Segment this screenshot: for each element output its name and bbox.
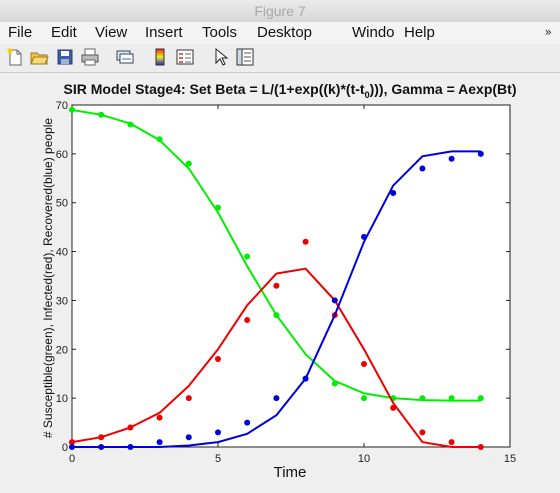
x-axis-label: Time xyxy=(274,464,307,481)
susceptible-data-point xyxy=(185,160,192,167)
figure-canvas: 0 5 10 15 0 10 20 30 40 50 60 70 SIR Model Stage4: … xyxy=(0,73,560,493)
y-tick-label: 70 xyxy=(56,100,68,112)
recovered-data-point xyxy=(185,434,192,441)
menu-tools[interactable]: Tools xyxy=(202,24,238,41)
infected-data-point xyxy=(390,404,397,411)
infected-data-point xyxy=(98,434,105,441)
recovered-fit-line xyxy=(72,150,481,448)
chart-title: SIR Model Stage4: Set Beta = L/(1+exp((k… xyxy=(64,81,517,100)
y-tick-label: 30 xyxy=(56,295,68,307)
recovered-data-point xyxy=(127,444,134,450)
menu-overflow-chevron-icon[interactable]: » xyxy=(544,25,552,39)
susceptible-data-point xyxy=(156,136,163,143)
axes-box xyxy=(71,104,511,448)
y-tick-label: 50 xyxy=(56,198,68,210)
infected-data-point xyxy=(69,439,75,446)
y-tick-label: 20 xyxy=(56,344,68,356)
recovered-data-point xyxy=(69,444,75,450)
infected-data-point xyxy=(273,282,280,289)
menu-file[interactable]: File xyxy=(8,24,33,41)
recovered-data-point xyxy=(477,150,484,157)
menu-help[interactable]: Help xyxy=(404,24,435,41)
susceptible-data-point xyxy=(448,395,455,402)
x-tick-label: 0 xyxy=(69,453,75,465)
susceptible-data-point xyxy=(419,395,426,402)
susceptible-data-point xyxy=(215,204,221,211)
recovered-data-point xyxy=(98,444,105,450)
x-tick-label: 5 xyxy=(215,453,221,465)
y-tick-label: 60 xyxy=(56,149,68,161)
menu-view[interactable]: View xyxy=(95,24,128,41)
infected-data-point xyxy=(448,439,455,446)
menu-edit[interactable]: Edit xyxy=(51,24,77,41)
figure-toolbar xyxy=(0,44,560,73)
chart-title-subscript: 0 xyxy=(365,90,370,100)
edit-plot-arrow-icon[interactable] xyxy=(210,47,230,67)
recovered-data-point xyxy=(448,155,455,162)
susceptible-data-point xyxy=(273,312,280,319)
susceptible-data-point xyxy=(127,121,134,128)
insert-legend-icon[interactable] xyxy=(175,47,195,67)
recovered-data-point xyxy=(419,165,426,172)
recovered-data-point xyxy=(156,439,163,446)
window-title: Figure 7 xyxy=(254,3,306,19)
menu-bar: File Edit View Insert Tools Desktop Wind… xyxy=(0,22,560,44)
infected-data-point xyxy=(156,414,163,421)
save-icon[interactable] xyxy=(55,47,75,67)
recovered-data-point xyxy=(361,233,367,240)
recovered-data-point xyxy=(331,297,338,304)
infected-data-point xyxy=(302,238,309,245)
y-axis-label: # Susceptible(green), Infected(red), Rec… xyxy=(41,118,55,439)
infected-data-point xyxy=(361,360,367,367)
property-inspector-icon[interactable] xyxy=(235,47,255,67)
susceptible-data-point xyxy=(98,111,105,118)
chart-title-main: SIR Model Stage4: Set Beta = L/(1+exp((k… xyxy=(64,81,365,97)
insert-colorbar-icon[interactable] xyxy=(150,47,170,67)
recovered-data-point xyxy=(273,395,280,402)
infected-data-point xyxy=(127,424,134,431)
susceptible-data-point xyxy=(69,106,75,113)
infected-data-point xyxy=(185,395,192,402)
susceptible-data-point xyxy=(361,395,367,402)
recovered-data-point xyxy=(215,429,221,436)
susceptible-data-point xyxy=(244,253,251,260)
infected-data-point xyxy=(419,429,426,436)
window-titlebar: Figure 7 xyxy=(0,0,560,23)
y-tick-label: 40 xyxy=(56,247,68,259)
infected-data-point xyxy=(215,356,221,363)
infected-fit-line xyxy=(71,267,481,448)
y-tick-label: 10 xyxy=(56,393,68,405)
susceptible-data-point xyxy=(477,395,484,402)
recovered-data-point xyxy=(390,189,397,196)
menu-window[interactable]: Windo xyxy=(352,24,395,41)
recovered-data-point xyxy=(302,375,309,382)
chart-title-end: ))), Gamma = Aexp(Bt) xyxy=(370,81,517,97)
x-tick-label: 15 xyxy=(504,453,516,465)
infected-data-point xyxy=(244,316,251,323)
susceptible-data-point xyxy=(331,380,338,387)
new-figure-icon[interactable] xyxy=(5,47,25,67)
menu-insert[interactable]: Insert xyxy=(145,24,183,41)
link-axes-icon[interactable] xyxy=(115,47,135,67)
infected-data-point xyxy=(477,444,484,450)
open-file-icon[interactable] xyxy=(29,47,49,67)
recovered-data-point xyxy=(244,419,251,426)
y-tick-label: 0 xyxy=(62,442,68,454)
print-icon[interactable] xyxy=(80,47,100,67)
menu-desktop[interactable]: Desktop xyxy=(257,24,313,41)
x-tick-label: 10 xyxy=(358,453,370,465)
sir-chart: 0 5 10 15 0 10 20 30 40 50 60 70 SIR Model Stage4: … xyxy=(41,81,517,481)
